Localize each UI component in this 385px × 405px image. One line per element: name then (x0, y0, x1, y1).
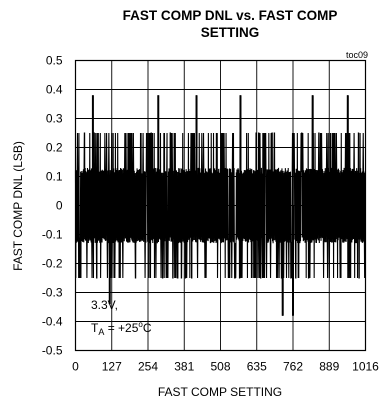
condition-annotation: 3.3V, TA = +25oC (91, 298, 152, 337)
x-tick-label: 1016 (352, 360, 379, 374)
x-tick-label: 635 (247, 360, 267, 374)
annotation-temperature: TA = +25oC (91, 320, 152, 337)
y-tick-label: 0.5 (46, 54, 63, 68)
tick-labels: 0.5 0.4 0.3 0.2 0.1 0 -0.1 -0.2 -0.3 -0.4 -0.5 0 127… (42, 54, 379, 374)
y-tick-label: -0.2 (42, 257, 63, 271)
plot-frame (74, 59, 367, 352)
chart-title-line2: SETTING (201, 25, 260, 40)
y-axis-label: FAST COMP DNL (LSB) (11, 141, 25, 271)
y-tick-label: -0.4 (42, 315, 63, 329)
x-tick-label: 127 (102, 360, 122, 374)
y-tick-label: -0.3 (42, 286, 63, 300)
y-tick-label: 0.1 (46, 170, 63, 184)
chart-title-line1: FAST COMP DNL vs. FAST COMP (123, 8, 338, 23)
x-tick-label: 762 (283, 360, 303, 374)
x-tick-label: 0 (72, 360, 79, 374)
x-tick-label: 254 (138, 360, 158, 374)
y-tick-label: 0 (56, 199, 63, 213)
y-tick-label: 0.4 (46, 83, 63, 97)
x-tick-label: 381 (174, 360, 194, 374)
y-tick-label: 0.3 (46, 112, 63, 126)
y-tick-label: -0.1 (42, 228, 63, 242)
x-tick-label: 508 (210, 360, 230, 374)
annotation-voltage: 3.3V, (91, 298, 118, 312)
y-tick-label: -0.5 (42, 344, 63, 358)
figure-id: toc09 (346, 50, 368, 60)
x-axis-label: FAST COMP SETTING (158, 385, 282, 399)
x-tick-label: 889 (319, 360, 339, 374)
dnl-trace (74, 95, 366, 316)
y-tick-label: 0.2 (46, 141, 63, 155)
dnl-series (74, 95, 366, 316)
